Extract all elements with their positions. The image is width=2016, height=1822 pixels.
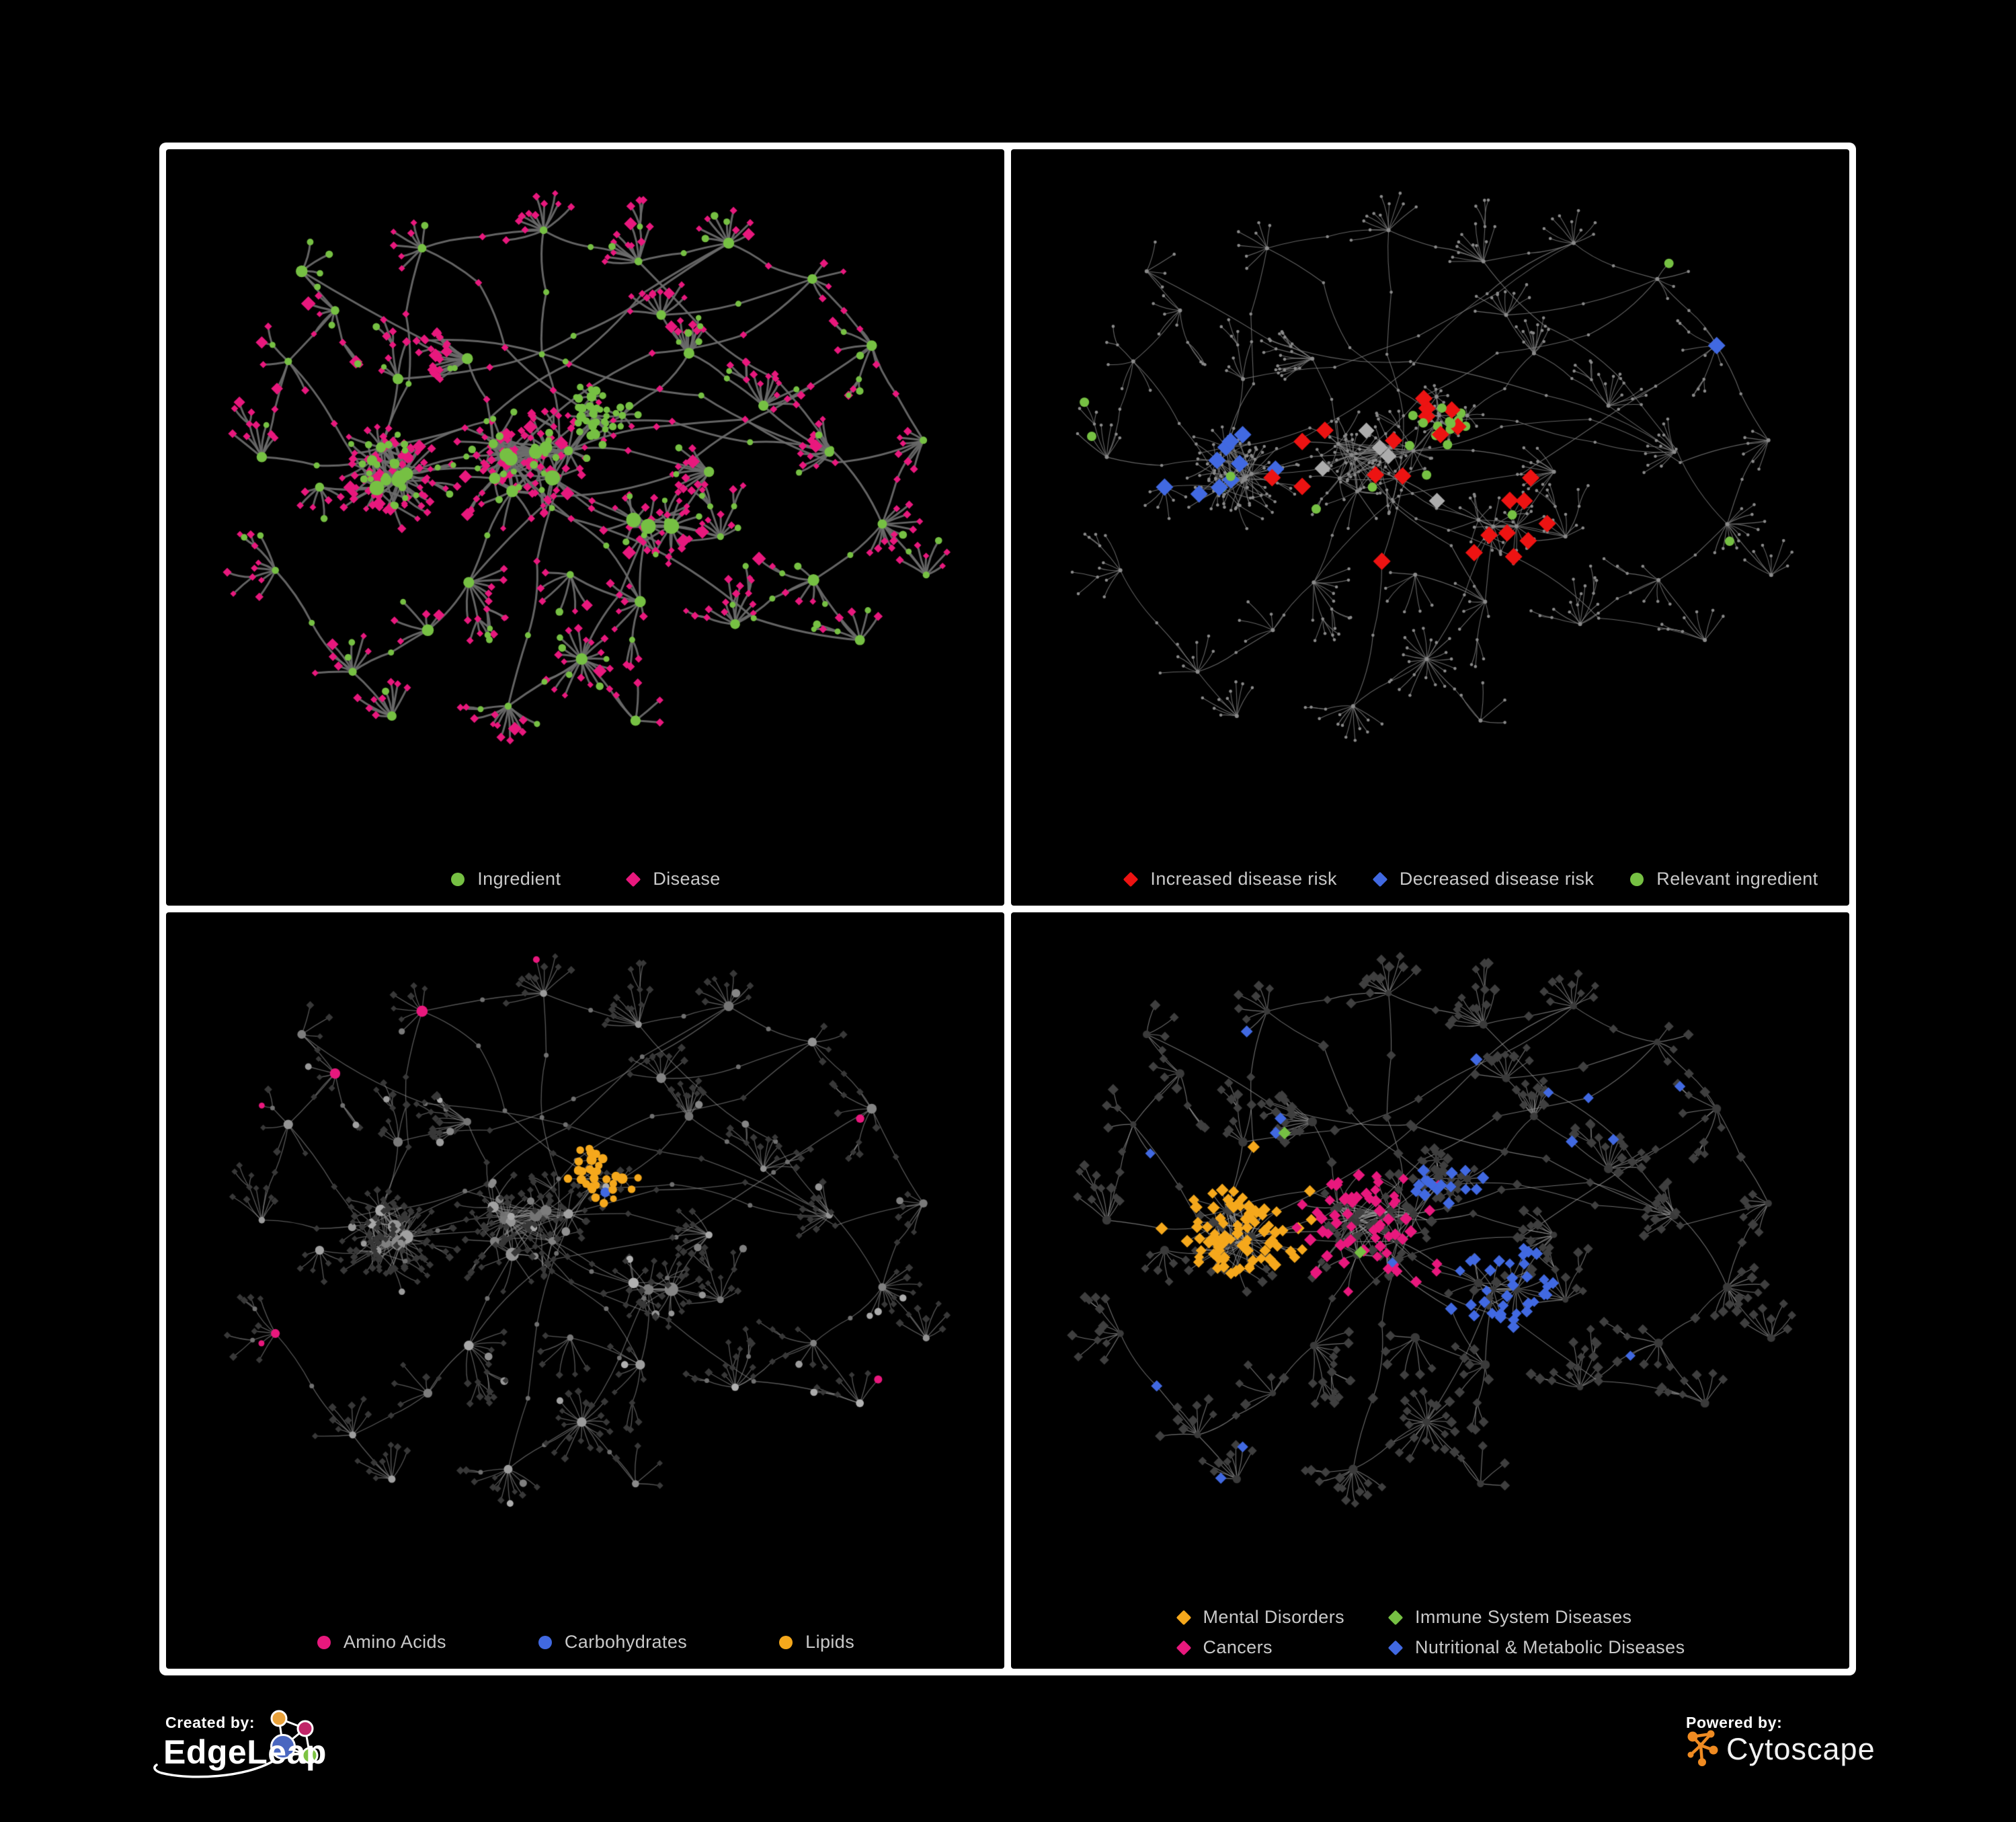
panel-disease-category: Mental Disorders Immune System Diseases Ca… xyxy=(1011,912,1849,1669)
legend-item-nutritional-metabolic-diseases: Nutritional & Metabolic Diseases xyxy=(1387,1637,1685,1658)
legend-item-immune-system-diseases: Immune System Diseases xyxy=(1387,1607,1685,1628)
legend-disease-risk: Increased disease risk Decreased disease … xyxy=(1051,869,1849,889)
powered-by-label: Powered by: xyxy=(1686,1714,1783,1731)
diamond-marker-icon xyxy=(1387,1610,1404,1626)
legend-label: Lipids xyxy=(805,1632,855,1652)
legend-label: Decreased disease risk xyxy=(1399,869,1595,889)
legend-label: Disease xyxy=(653,869,721,889)
diamond-marker-icon xyxy=(1176,1640,1192,1656)
circle-marker-icon xyxy=(1629,871,1645,887)
legend-item-cancers: Cancers xyxy=(1176,1637,1344,1658)
legend-item-mental-disorders: Mental Disorders xyxy=(1176,1607,1344,1628)
panel-nutrient-class: Amino Acids Carbohydrates Lipids xyxy=(166,912,1004,1669)
diamond-marker-icon xyxy=(1372,871,1388,887)
legend-label: Ingredient xyxy=(477,869,561,889)
legend-item-decreased-disease-risk: Decreased disease risk xyxy=(1372,869,1594,889)
legend-item-increased-disease-risk: Increased disease risk xyxy=(1123,869,1336,889)
created-by-label: Created by: xyxy=(165,1714,255,1731)
legend-label: Amino Acids xyxy=(343,1632,446,1652)
cytoscape-wordmark: Cytoscape xyxy=(1726,1732,1876,1766)
legend-nutrient-class: Amino Acids Carbohydrates Lipids xyxy=(166,1632,1004,1653)
diamond-marker-icon xyxy=(625,871,641,887)
legend-label: Cancers xyxy=(1203,1637,1273,1657)
legend-label: Mental Disorders xyxy=(1203,1607,1344,1627)
panel-disease-risk: Increased disease risk Decreased disease … xyxy=(1011,149,1849,906)
legend-label: Immune System Diseases xyxy=(1415,1607,1632,1627)
legend-item-ingredient: Ingredient xyxy=(450,869,561,889)
edgeleap-wordmark: EdgeLeap xyxy=(163,1733,327,1771)
circle-marker-icon xyxy=(450,871,466,887)
network-canvas-nutrient-class xyxy=(166,912,1004,1669)
circle-marker-icon xyxy=(316,1634,332,1651)
circle-marker-icon xyxy=(537,1634,553,1651)
edgeleap-node-orange xyxy=(270,1710,288,1727)
network-canvas-disease-category xyxy=(1011,912,1849,1669)
legend-item-disease: Disease xyxy=(625,869,720,889)
diamond-marker-icon xyxy=(1176,1610,1192,1626)
network-canvas-ingredient-disease xyxy=(166,149,1004,906)
panel-ingredient-disease: Ingredient Disease xyxy=(166,149,1004,906)
network-canvas-disease-risk xyxy=(1011,149,1849,906)
legend-item-amino-acids: Amino Acids xyxy=(316,1632,446,1653)
legend-item-carbohydrates: Carbohydrates xyxy=(537,1632,687,1653)
cytoscape-logo-icon xyxy=(1687,1730,1718,1766)
legend-label: Relevant ingredient xyxy=(1656,869,1818,889)
legend-label: Increased disease risk xyxy=(1150,869,1337,889)
circle-marker-icon xyxy=(778,1634,794,1651)
diamond-marker-icon xyxy=(1387,1640,1404,1656)
legend-item-lipids: Lipids xyxy=(778,1632,854,1653)
panels-frame: Ingredient Disease Increased disease risk… xyxy=(159,143,1856,1675)
legend-label: Nutritional & Metabolic Diseases xyxy=(1415,1637,1685,1657)
diamond-marker-icon xyxy=(1123,871,1139,887)
legend-ingredient-disease: Ingredient Disease xyxy=(166,869,1004,889)
legend-item-relevant-ingredient: Relevant ingredient xyxy=(1629,869,1818,889)
legend-disease-category: Mental Disorders Immune System Diseases Ca… xyxy=(1011,1607,1849,1658)
legend-label: Carbohydrates xyxy=(564,1632,688,1652)
